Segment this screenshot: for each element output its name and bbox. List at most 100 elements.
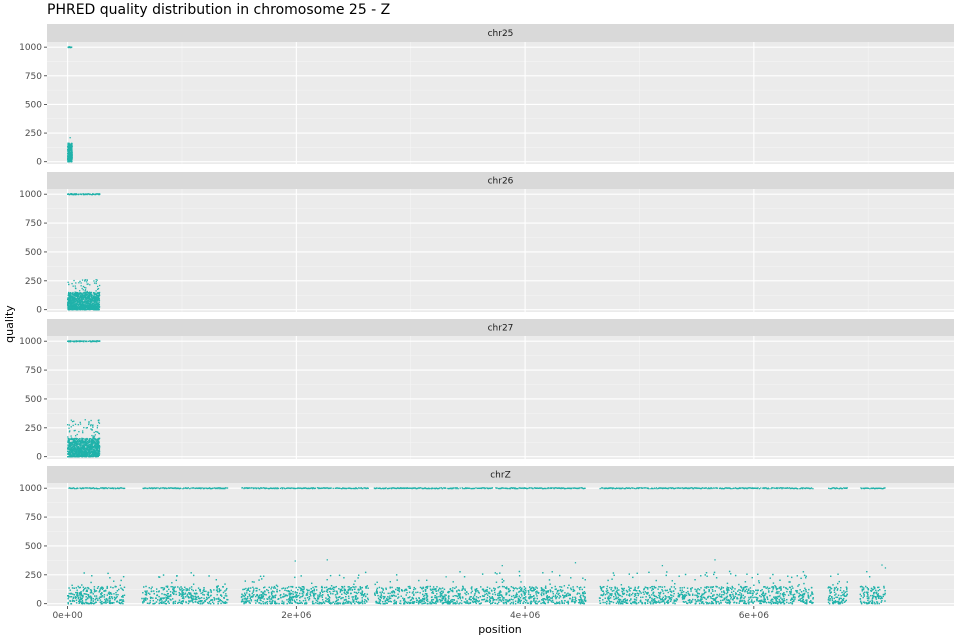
max-quality-point (749, 487, 751, 489)
max-quality-point (329, 487, 331, 489)
max-quality-point (73, 487, 76, 490)
max-quality-point (611, 487, 613, 489)
low-quality-point (77, 441, 80, 443)
low-quality-point (91, 445, 93, 447)
y-tick-label: 500 (25, 542, 42, 552)
low-quality-point (74, 298, 76, 301)
max-quality-point (567, 487, 569, 489)
low-quality-point (82, 430, 84, 432)
max-quality-point (870, 487, 872, 489)
low-quality-point (91, 454, 93, 456)
facet-strip (47, 319, 954, 336)
max-quality-point (632, 487, 634, 489)
max-quality-point (758, 488, 761, 490)
low-quality-point (83, 453, 85, 455)
max-quality-point (349, 487, 351, 489)
max-quality-point (539, 487, 541, 489)
max-quality-point (482, 487, 484, 489)
low-quality-point (89, 291, 92, 294)
max-quality-point (258, 487, 260, 490)
low-quality-point (72, 291, 74, 294)
low-quality-point (88, 307, 90, 310)
low-quality-point (74, 307, 76, 310)
max-quality-point (434, 488, 437, 490)
max-quality-point (554, 487, 557, 489)
max-quality-point (484, 487, 487, 489)
max-quality-point (784, 487, 787, 489)
max-quality-point (443, 487, 445, 489)
low-quality-point (68, 157, 71, 160)
max-quality-point (537, 487, 539, 489)
low-quality-point (93, 437, 95, 440)
low-quality-point (96, 427, 99, 429)
max-quality-point (199, 487, 201, 489)
max-quality-point (516, 487, 518, 490)
low-quality-point (75, 449, 77, 452)
low-quality-point (71, 155, 73, 157)
max-quality-point (253, 487, 255, 489)
low-quality-point (91, 434, 93, 437)
low-quality-point (72, 443, 74, 446)
max-quality-point (790, 487, 792, 490)
max-quality-point (342, 487, 344, 489)
max-quality-point (654, 487, 656, 490)
max-quality-point (716, 487, 719, 489)
max-quality-point (563, 487, 565, 489)
max-quality-point (710, 487, 712, 489)
max-quality-point (731, 488, 733, 490)
max-quality-point (90, 487, 92, 490)
max-quality-point (463, 487, 465, 490)
low-quality-point (95, 296, 97, 298)
low-quality-point (71, 446, 74, 449)
low-quality-point (72, 448, 74, 450)
max-quality-point (833, 487, 835, 489)
low-quality-point (72, 285, 74, 287)
max-quality-point (623, 487, 625, 490)
max-quality-point (412, 487, 415, 489)
max-quality-point (661, 487, 663, 489)
max-quality-point (67, 340, 69, 342)
max-quality-point (793, 487, 795, 490)
low-quality-point (72, 450, 74, 452)
max-quality-point (583, 487, 586, 490)
max-quality-point (416, 487, 418, 490)
low-quality-point (78, 438, 80, 440)
max-quality-point (196, 487, 198, 489)
low-quality-point (92, 308, 94, 311)
low-quality-point (74, 296, 76, 298)
low-quality-point (80, 297, 83, 299)
low-quality-point (69, 298, 71, 301)
low-quality-point (70, 438, 72, 440)
max-quality-point (689, 487, 691, 489)
max-quality-point (408, 487, 411, 489)
max-quality-point (381, 487, 384, 489)
low-quality-point (71, 153, 73, 156)
low-quality-point (71, 442, 73, 444)
low-quality-point (88, 447, 90, 449)
y-tick-label: 250 (25, 571, 42, 581)
low-quality-point (93, 440, 95, 442)
max-quality-point (200, 488, 202, 490)
low-quality-point (71, 455, 73, 458)
max-quality-point (424, 487, 426, 489)
low-quality-point (79, 300, 81, 302)
max-quality-point (219, 488, 221, 490)
max-quality-point (155, 487, 157, 489)
low-quality-point (87, 451, 89, 453)
max-quality-point (336, 487, 338, 489)
low-quality-point (68, 156, 70, 158)
max-quality-point (208, 487, 210, 489)
max-quality-point (834, 487, 837, 490)
max-quality-point (300, 487, 302, 489)
low-quality-point (74, 301, 76, 303)
max-quality-point (396, 487, 398, 489)
max-quality-point (771, 487, 773, 489)
max-quality-point (304, 487, 306, 489)
low-quality-point (77, 424, 79, 426)
max-quality-point (339, 487, 341, 489)
max-quality-point (171, 487, 174, 490)
low-quality-point (79, 280, 81, 283)
low-quality-point (69, 156, 72, 158)
